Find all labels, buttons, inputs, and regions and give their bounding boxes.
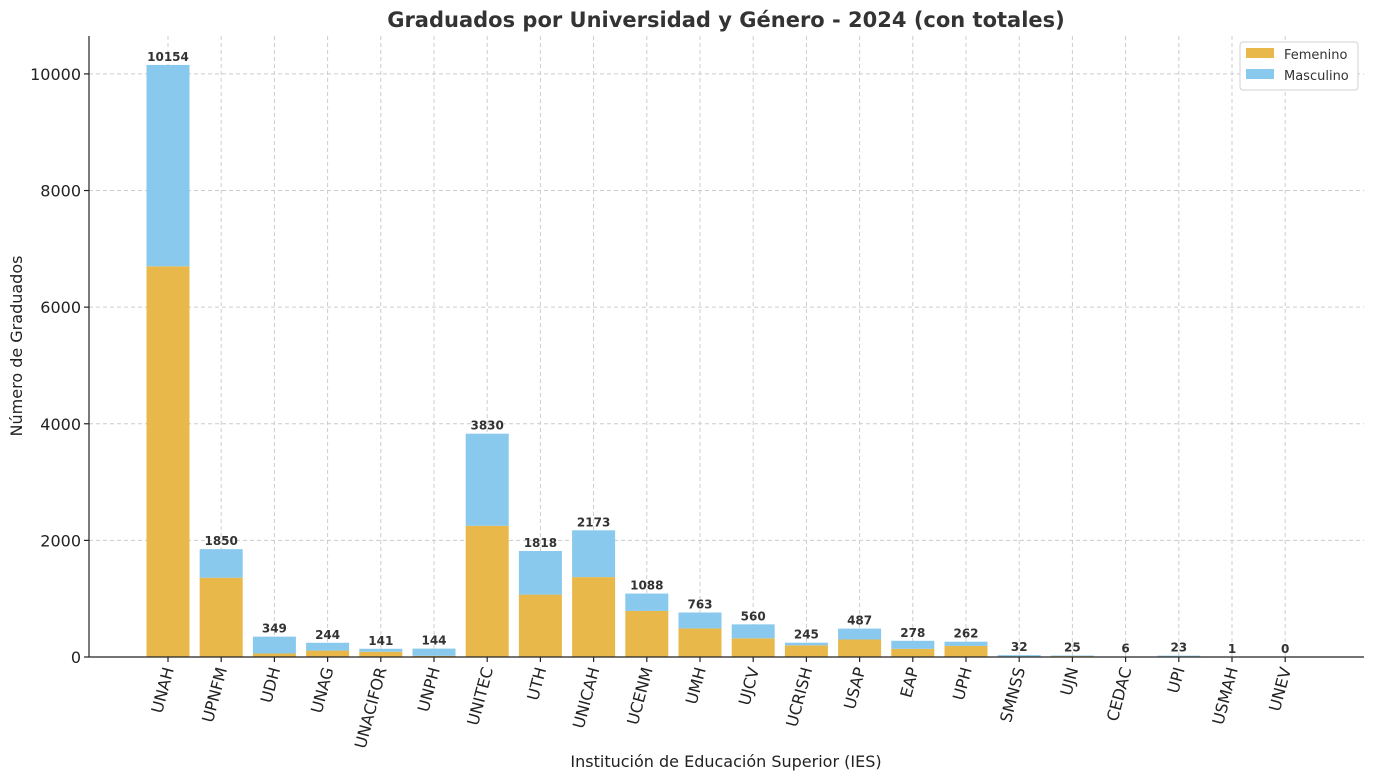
x-tick-label-cedac: CEDAC (1103, 665, 1136, 723)
legend-swatch-femenino (1246, 48, 1274, 58)
bar-eap-masculino (891, 640, 935, 649)
y-tick-label: 4000 (40, 415, 81, 434)
bar-unah-masculino (146, 64, 190, 267)
x-tick-label-umh: UMH (682, 665, 710, 706)
total-label-ucenm: 1088 (630, 579, 663, 593)
bar-unph-masculino (412, 648, 456, 656)
legend-swatch-masculino (1246, 69, 1274, 79)
x-tick-label-unicah: UNICAH (569, 665, 604, 730)
total-label-usap: 487 (847, 614, 872, 628)
x-tick-label-unph: UNPH (414, 665, 444, 714)
bar-upnfm-masculino (199, 549, 243, 578)
total-label-uth: 1818 (524, 536, 557, 550)
bar-ucrish-masculino (784, 642, 828, 646)
total-label-upnfm: 1850 (204, 534, 237, 548)
x-tick-label-smnss: SMNSS (996, 665, 1029, 724)
bar-unag-masculino (306, 642, 350, 651)
total-label-usmah: 1 (1228, 642, 1236, 656)
y-tick-label: 6000 (40, 298, 81, 317)
y-axis-label: Número de Graduados (7, 256, 26, 437)
total-label-unag: 244 (315, 628, 340, 642)
total-label-smnss: 32 (1011, 640, 1028, 654)
bars (146, 64, 1254, 657)
bar-ujn-masculino (1050, 655, 1094, 657)
x-tick-label-unah: UNAH (147, 665, 177, 715)
total-label-udh: 349 (262, 622, 287, 636)
bar-unitec-masculino (465, 433, 509, 526)
x-axis-label: Institución de Educación Superior (IES) (570, 752, 881, 771)
x-tick-label-upnfm: UPNFM (198, 665, 231, 724)
y-tick-label: 10000 (30, 65, 81, 84)
x-tick-label-uph: UPH (949, 665, 976, 702)
bar-eap-femenino (891, 648, 935, 657)
total-label-unph: 144 (421, 634, 446, 648)
bar-udh-femenino (252, 653, 296, 657)
total-label-eap: 278 (900, 626, 925, 640)
total-label-umh: 763 (687, 598, 712, 612)
x-tick-label-udh: UDH (257, 665, 285, 705)
x-tick-label-uth: UTH (523, 665, 550, 702)
bar-unacifor-femenino (359, 651, 403, 657)
total-label-unitec: 3830 (470, 419, 503, 433)
legend-label-masculino: Masculino (1284, 69, 1349, 84)
bar-ucrish-femenino (784, 645, 828, 657)
bar-uph-femenino (944, 645, 988, 657)
total-label-ujn: 25 (1064, 641, 1081, 655)
x-ticks: UNAH UPNFM UDH UNAG UNACIFOR UNPH UNITEC UTH UNI… (147, 657, 1295, 750)
x-tick-label-ujn: UJN (1057, 665, 1083, 697)
total-label-ujcv: 560 (741, 609, 766, 623)
total-labels: 10154 1850 349 244 141 144 3830 1818 2173 1088 763… (147, 50, 1289, 656)
total-label-ucrish: 245 (794, 628, 819, 642)
bar-unah-femenino (146, 266, 190, 657)
total-label-uph: 262 (953, 627, 978, 641)
x-tick-label-eap: EAP (896, 665, 922, 700)
x-tick-label-ucenm: UCENM (623, 665, 657, 727)
x-tick-label-unev: UNEV (1265, 665, 1295, 713)
y-ticks: 0 2000 4000 6000 8000 10000 (30, 65, 89, 667)
bar-smnss-masculino (997, 655, 1041, 657)
x-tick-label-unitec: UNITEC (463, 665, 497, 727)
legend: Femenino Masculino (1239, 41, 1359, 91)
grid-lines (89, 36, 1364, 658)
bar-udh-masculino (252, 636, 296, 654)
bar-umh-masculino (678, 612, 722, 629)
total-label-unev: 0 (1281, 642, 1289, 656)
x-tick-label-unacifor: UNACIFOR (351, 665, 391, 750)
x-tick-label-ujcv: UJCV (735, 665, 763, 707)
x-tick-label-ucrish: UCRISH (782, 665, 816, 729)
bar-ucenm-femenino (625, 610, 669, 657)
y-tick-label: 8000 (40, 182, 81, 201)
bar-ujcv-femenino (731, 638, 775, 657)
bar-uth-masculino (518, 550, 562, 595)
bar-ucenm-masculino (625, 593, 669, 611)
total-label-unicah: 2173 (577, 515, 610, 529)
y-tick-label: 2000 (40, 531, 81, 550)
bar-uph-masculino (944, 641, 988, 646)
bar-unag-femenino (306, 650, 350, 657)
bar-upnfm-femenino (199, 577, 243, 657)
bar-unicah-femenino (572, 577, 616, 657)
x-tick-label-upi: UPI (1164, 665, 1189, 695)
chart-title: Graduados por Universidad y Género - 202… (387, 8, 1065, 32)
total-label-unah: 10154 (147, 50, 189, 64)
total-label-cedac: 6 (1121, 642, 1129, 656)
y-tick-label: 0 (71, 648, 81, 667)
bar-unacifor-masculino (359, 648, 403, 652)
x-tick-label-unag: UNAG (307, 665, 337, 715)
total-label-unacifor: 141 (368, 634, 393, 648)
total-label-upi: 23 (1170, 641, 1187, 655)
bar-umh-femenino (678, 628, 722, 657)
bar-usap-masculino (838, 628, 882, 640)
x-tick-label-usmah: USMAH (1208, 665, 1242, 727)
bar-ujcv-masculino (731, 624, 775, 639)
legend-label-femenino: Femenino (1284, 48, 1348, 63)
bar-unicah-masculino (572, 530, 616, 578)
bar-unitec-femenino (465, 525, 509, 657)
bar-usap-femenino (838, 639, 882, 657)
bar-uth-femenino (518, 594, 562, 657)
bar-upi-masculino (1157, 655, 1201, 657)
x-tick-label-usap: USAP (840, 665, 870, 712)
